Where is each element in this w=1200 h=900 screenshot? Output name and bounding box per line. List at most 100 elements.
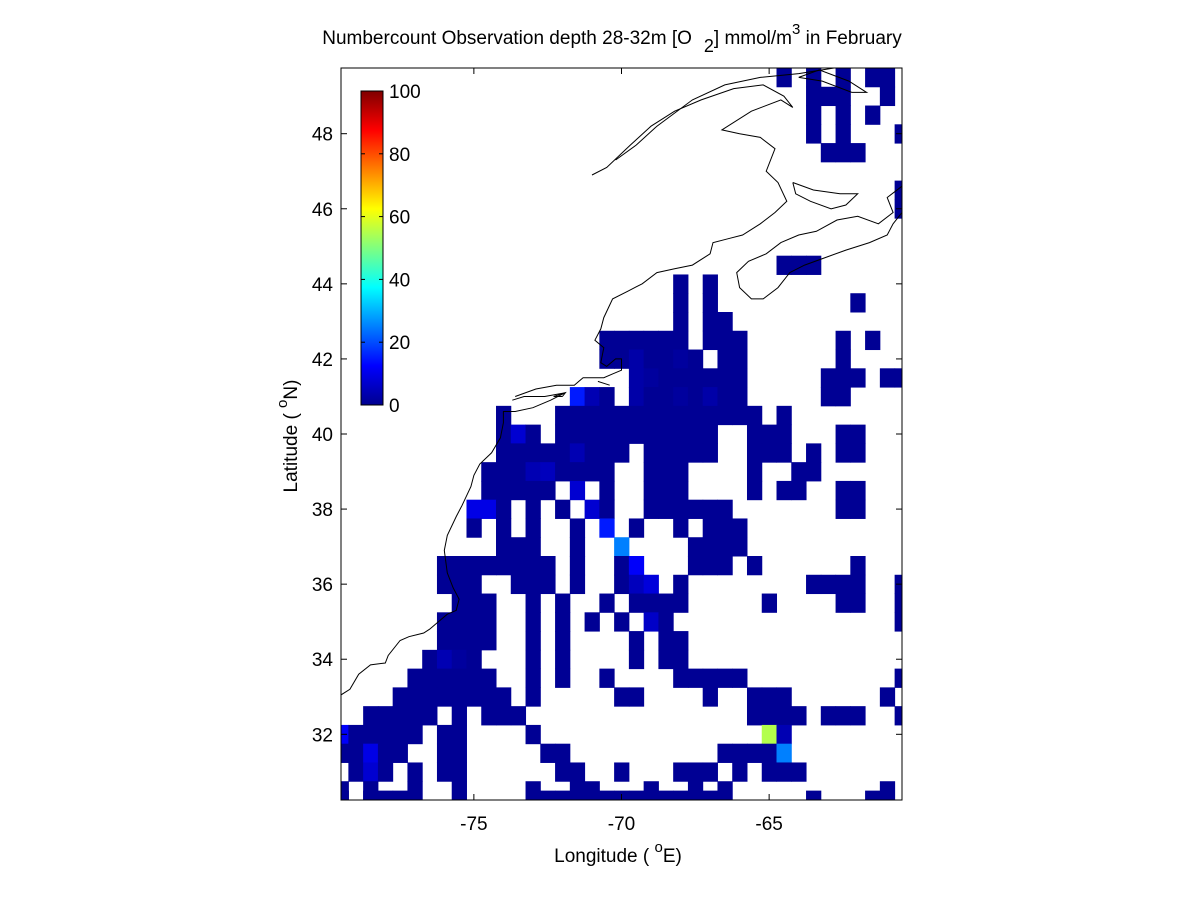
heatmap-cell bbox=[377, 724, 394, 745]
coastline-segment bbox=[553, 391, 567, 397]
heatmap-cell bbox=[599, 424, 615, 444]
heatmap-cell bbox=[658, 649, 674, 670]
heatmap-cell bbox=[806, 790, 822, 800]
y-tick-label: 44 bbox=[312, 275, 334, 296]
heatmap-cell bbox=[776, 687, 792, 707]
heatmap-cell bbox=[569, 574, 586, 595]
heatmap-cell bbox=[732, 518, 748, 538]
heatmap-cell bbox=[599, 593, 615, 613]
heatmap-cell bbox=[584, 405, 600, 426]
x-tick-label: -75 bbox=[460, 814, 487, 835]
heatmap-cell bbox=[481, 556, 497, 576]
heatmap-cell bbox=[614, 405, 630, 426]
heatmap-cell bbox=[761, 687, 778, 707]
heatmap-cell bbox=[746, 424, 763, 444]
heatmap-cell bbox=[628, 368, 645, 388]
heatmap-cell bbox=[555, 612, 571, 632]
heatmap-cell bbox=[643, 462, 659, 482]
heatmap-cell bbox=[894, 593, 902, 613]
heatmap-cell bbox=[584, 790, 600, 800]
y-tick-label: 46 bbox=[312, 200, 333, 221]
heatmap-cell bbox=[702, 424, 718, 444]
heatmap-cell bbox=[407, 668, 423, 688]
heatmap-cell bbox=[732, 762, 748, 782]
heatmap-cell bbox=[850, 368, 866, 388]
heatmap-cell bbox=[555, 649, 571, 670]
heatmap-cell bbox=[451, 724, 467, 745]
heatmap-cell bbox=[451, 574, 467, 595]
heatmap-cell bbox=[377, 706, 394, 726]
heatmap-cell bbox=[569, 518, 586, 538]
heatmap-cell bbox=[761, 724, 778, 745]
heatmap-cell bbox=[496, 480, 512, 501]
heatmap-cell bbox=[702, 293, 718, 313]
heatmap-cell bbox=[392, 724, 408, 745]
heatmap-cell bbox=[732, 405, 748, 426]
heatmap-cell bbox=[555, 443, 571, 463]
heatmap-cell bbox=[451, 668, 467, 688]
heatmap-cell bbox=[628, 330, 645, 351]
y-axis-label: Latitude ( oN) bbox=[274, 380, 302, 493]
heatmap-cell bbox=[850, 706, 866, 726]
heatmap-cell bbox=[776, 706, 792, 726]
heatmap-cell bbox=[436, 612, 453, 632]
heatmap-cell bbox=[658, 480, 674, 501]
heatmap-cell bbox=[746, 462, 763, 482]
heatmap-cell bbox=[599, 462, 615, 482]
heatmap-cell bbox=[525, 424, 541, 444]
heatmap-cell bbox=[599, 499, 615, 519]
heatmap-cell bbox=[850, 424, 866, 444]
heatmap-cell bbox=[835, 105, 851, 125]
heatmap-cell bbox=[341, 743, 349, 763]
heatmap-cell bbox=[791, 706, 807, 726]
heatmap-cell bbox=[761, 424, 778, 444]
heatmap-cell bbox=[392, 743, 408, 763]
heatmap-cell bbox=[673, 631, 689, 651]
heatmap-cell bbox=[761, 706, 778, 726]
heatmap-cell bbox=[510, 480, 527, 501]
heatmap-cell bbox=[466, 574, 482, 595]
heatmap-cell bbox=[835, 593, 851, 613]
heatmap-cell bbox=[510, 462, 527, 482]
heatmap-cell bbox=[717, 537, 733, 557]
heatmap-cell bbox=[702, 556, 718, 576]
heatmap-cell bbox=[436, 762, 453, 782]
coastline-segment bbox=[341, 392, 566, 696]
heatmap-cell bbox=[643, 781, 659, 800]
heatmap-cell bbox=[466, 556, 482, 576]
heatmap-cell bbox=[732, 368, 748, 388]
heatmap-cell bbox=[614, 762, 630, 782]
heatmap-cell bbox=[806, 462, 822, 482]
heatmap-cell bbox=[687, 349, 704, 369]
heatmap-cell bbox=[377, 762, 394, 782]
heatmap-cell bbox=[496, 462, 512, 482]
heatmap-cell bbox=[628, 405, 645, 426]
heatmap-cell bbox=[687, 537, 704, 557]
heatmap-cell bbox=[791, 480, 807, 501]
heatmap-cell bbox=[643, 405, 659, 426]
heatmap-cell bbox=[363, 724, 379, 745]
heatmap-cell bbox=[481, 593, 497, 613]
heatmap-cell bbox=[525, 668, 541, 688]
heatmap-cell bbox=[363, 706, 379, 726]
heatmap-cell bbox=[392, 790, 408, 800]
heatmap-cell bbox=[436, 724, 453, 745]
heatmap-cell bbox=[614, 556, 630, 576]
heatmap-cell bbox=[658, 593, 674, 613]
heatmap-cell bbox=[584, 499, 600, 519]
heatmap-cell bbox=[717, 330, 733, 351]
heatmap-cell bbox=[835, 499, 851, 519]
heatmap-cell bbox=[658, 462, 674, 482]
heatmap-cell bbox=[599, 518, 615, 538]
heatmap-cell bbox=[496, 443, 512, 463]
heatmap-cell bbox=[746, 443, 763, 463]
heatmap-cell bbox=[555, 462, 571, 482]
heatmap-cell bbox=[820, 574, 837, 595]
heatmap-cell bbox=[599, 387, 615, 407]
heatmap-cell bbox=[658, 443, 674, 463]
x-tick-label: -70 bbox=[608, 814, 635, 835]
heatmap-cell bbox=[835, 124, 851, 144]
heatmap-cell bbox=[746, 480, 763, 501]
heatmap-cell bbox=[436, 687, 453, 707]
heatmap-cell bbox=[341, 790, 349, 800]
